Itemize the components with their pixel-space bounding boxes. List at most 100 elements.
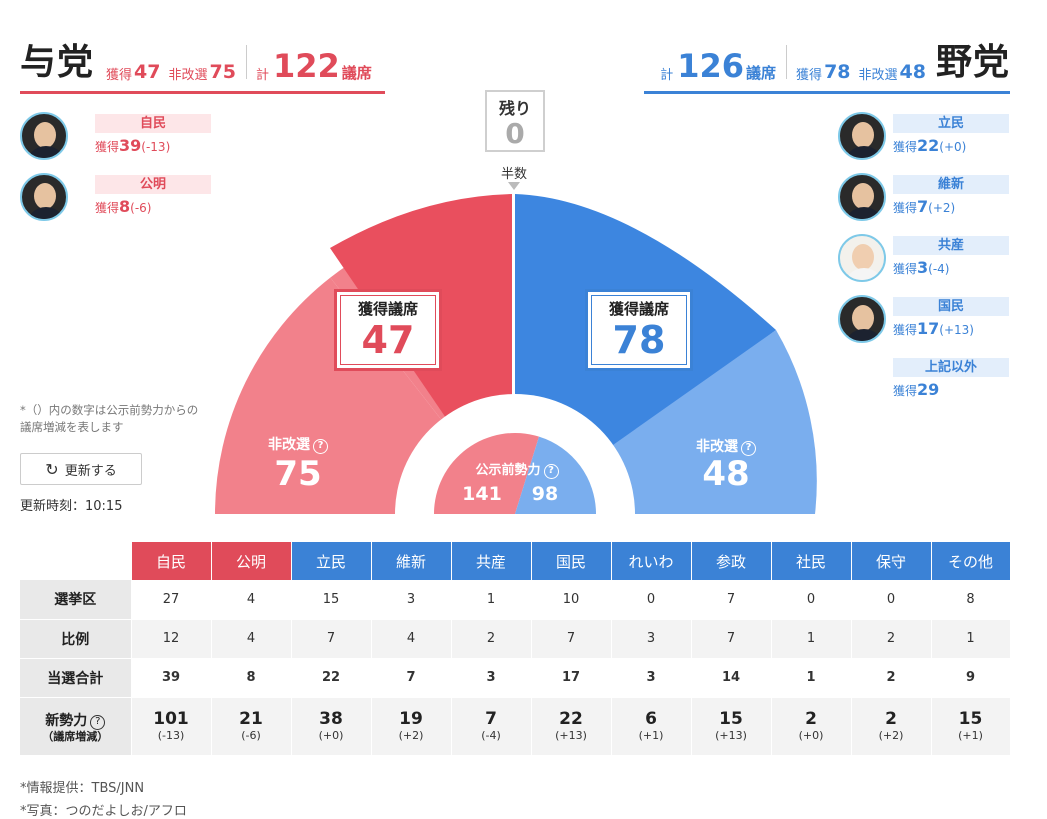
party-gain: 獲得22(+0) bbox=[893, 136, 967, 155]
col-header: 保守 bbox=[851, 542, 932, 580]
photo-credit: *写真：つのだよしお/アフロ bbox=[20, 804, 187, 819]
table-corner bbox=[20, 542, 132, 580]
table-cell: 27 bbox=[131, 580, 212, 620]
ruling-won-box: 獲得議席 47 bbox=[334, 289, 442, 371]
help-icon[interactable]: ? bbox=[741, 441, 756, 456]
avatar bbox=[838, 295, 886, 343]
avatar bbox=[838, 112, 886, 160]
help-icon[interactable]: ? bbox=[543, 464, 559, 479]
table-cell: 17 bbox=[531, 658, 612, 698]
ruling-not-up-label: 非改選? bbox=[248, 434, 348, 454]
party-gain: 獲得3(-4) bbox=[893, 258, 950, 277]
col-header: 公明 bbox=[211, 542, 292, 580]
table-cell: 0 bbox=[851, 580, 932, 620]
avatar bbox=[20, 112, 68, 160]
table-cell: 4 bbox=[211, 580, 292, 620]
updated-time: 更新時刻：10:15 bbox=[20, 499, 123, 514]
party-card-kyosan[interactable]: 共産 獲得3(-4) bbox=[838, 234, 1018, 284]
table-cell: 39 bbox=[131, 658, 212, 698]
party-card-ishin[interactable]: 維新 獲得7(+2) bbox=[838, 173, 1018, 223]
table-cell: 2 bbox=[851, 658, 932, 698]
table-cell: 9 bbox=[931, 658, 1011, 698]
refresh-icon: ↻ bbox=[45, 459, 59, 479]
won-box-label: 獲得議席 bbox=[357, 300, 418, 318]
party-card-komei[interactable]: 公明 獲得8(-6) bbox=[20, 173, 211, 223]
party-card-kokumin[interactable]: 国民 獲得17(+13) bbox=[838, 295, 1018, 345]
party-name: 国民 bbox=[893, 297, 1009, 316]
row-header: 新勢力? （議席増減） bbox=[20, 697, 132, 756]
opposition-seat-label: 議席 bbox=[746, 64, 777, 82]
avatar bbox=[20, 173, 68, 221]
table-header-row: 自民 公明 立民 維新 共産 国民 れいわ 参政 社民 保守 その他 bbox=[20, 542, 1011, 580]
avatar bbox=[838, 234, 886, 282]
pre-election-label: 公示前勢力? bbox=[452, 459, 582, 479]
col-header: 自民 bbox=[131, 542, 212, 580]
table-cell: 6 (+1) bbox=[611, 697, 692, 756]
table-cell: 3 bbox=[611, 619, 692, 659]
opposition-total-label: 計 bbox=[660, 68, 674, 83]
avatar bbox=[838, 173, 886, 221]
help-icon[interactable]: ? bbox=[90, 714, 106, 730]
ruling-not-up-value: 75 bbox=[209, 61, 236, 83]
won-box-label: 獲得議席 bbox=[608, 300, 669, 318]
source-note: *情報提供：TBS/JNN bbox=[20, 781, 145, 796]
ruling-total-value: 122 bbox=[272, 47, 340, 85]
col-header: その他 bbox=[931, 542, 1011, 580]
table-cell: 1 bbox=[451, 580, 532, 620]
party-name: 上記以外 bbox=[893, 358, 1009, 377]
table-cell: 7 bbox=[291, 619, 372, 659]
col-header: 社民 bbox=[771, 542, 852, 580]
table-cell: 0 bbox=[771, 580, 852, 620]
party-gain: 獲得7(+2) bbox=[893, 197, 956, 216]
table-cell: 3 bbox=[611, 658, 692, 698]
refresh-label: 更新する bbox=[64, 463, 117, 479]
table-cell: 2 (+2) bbox=[851, 697, 932, 756]
col-header: 維新 bbox=[371, 542, 452, 580]
col-header: 共産 bbox=[451, 542, 532, 580]
table-row: 比例 12 4 7 4 2 7 3 7 1 2 1 bbox=[20, 619, 1011, 659]
table-cell: 1 bbox=[931, 619, 1011, 659]
table-cell: 15 (+13) bbox=[691, 697, 772, 756]
party-gain: 獲得29 bbox=[893, 380, 940, 399]
opposition-won-box: 獲得議席 78 bbox=[585, 289, 693, 371]
col-header: 参政 bbox=[691, 542, 772, 580]
table-cell: 3 bbox=[451, 658, 532, 698]
row-header: 当選合計 bbox=[20, 658, 132, 698]
opposition-not-up-label: 非改選? bbox=[676, 436, 776, 456]
row-header: 比例 bbox=[20, 619, 132, 659]
pre-ruling-value: 141 bbox=[462, 483, 502, 505]
table-cell: 2 bbox=[451, 619, 532, 659]
opposition-won-label: 獲得 bbox=[796, 68, 823, 83]
refresh-button[interactable]: ↻ 更新する bbox=[20, 453, 142, 485]
table-cell: 101 (-13) bbox=[131, 697, 212, 756]
table-cell: 10 bbox=[531, 580, 612, 620]
party-card-rikken[interactable]: 立民 獲得22(+0) bbox=[838, 112, 1018, 162]
table-row: 選挙区 27 4 15 3 1 10 0 7 0 0 8 bbox=[20, 580, 1011, 620]
table-cell: 7 bbox=[371, 658, 452, 698]
table-cell: 15 bbox=[291, 580, 372, 620]
ruling-seat-label: 議席 bbox=[341, 64, 372, 82]
party-card-jimin[interactable]: 自民 獲得39(-13) bbox=[20, 112, 211, 162]
table-cell: 15 (+1) bbox=[931, 697, 1011, 756]
party-card-others: 上記以外 獲得29 bbox=[838, 356, 1018, 406]
party-gain: 獲得39(-13) bbox=[95, 136, 171, 155]
ruling-divider bbox=[245, 44, 247, 79]
table-cell: 1 bbox=[771, 619, 852, 659]
footnote-delta: *（）内の数字は公示前勢力からの 議席増減を表します bbox=[20, 403, 199, 434]
remaining-box: 残り 0 bbox=[485, 90, 545, 152]
pre-opposition-value: 98 bbox=[531, 483, 559, 505]
table-cell: 7 (-4) bbox=[451, 697, 532, 756]
ruling-header: 与党 獲得 47 非改選 75 計 122 議席 bbox=[20, 40, 385, 94]
opposition-not-up-label: 非改選 bbox=[858, 68, 898, 83]
table-cell: 22 bbox=[291, 658, 372, 698]
opposition-not-up-value: 48 bbox=[702, 454, 750, 494]
help-icon[interactable]: ? bbox=[313, 439, 328, 454]
half-marker-icon bbox=[508, 182, 520, 190]
opposition-title: 野党 bbox=[935, 42, 1010, 83]
ruling-won-value: 47 bbox=[134, 61, 161, 83]
party-gain: 獲得8(-6) bbox=[95, 197, 152, 216]
opposition-won-value: 78 bbox=[824, 61, 851, 83]
table-cell: 14 bbox=[691, 658, 772, 698]
table-cell: 12 bbox=[131, 619, 212, 659]
ruling-not-up-label: 非改選 bbox=[168, 68, 208, 83]
